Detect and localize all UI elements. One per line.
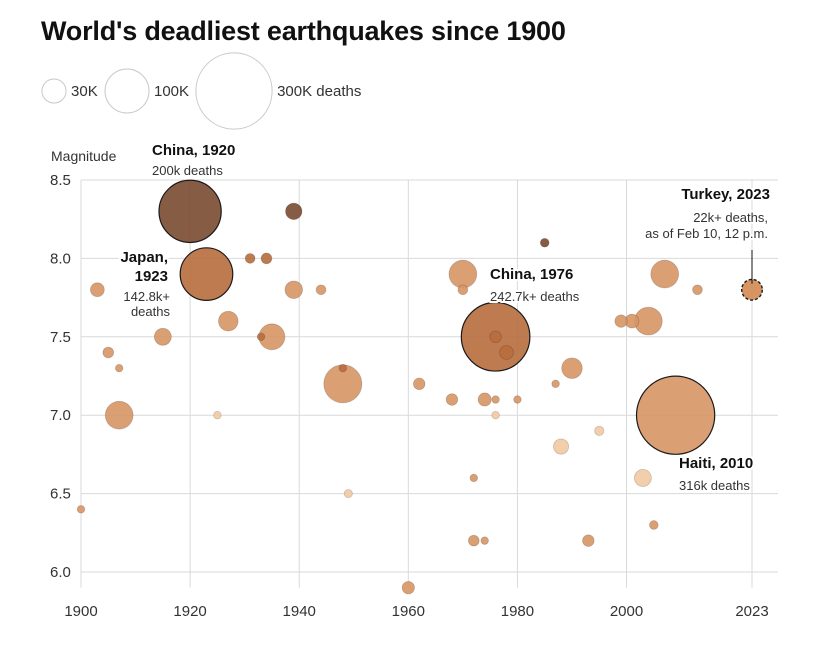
grid [80,179,778,588]
data-point [343,489,353,499]
data-point [285,202,303,220]
data-point [491,410,500,420]
x-tick-label: 2023 [735,603,768,620]
data-point [445,393,459,406]
annotation-detail: 142.8k+ [123,289,170,304]
legend-label: 300K deaths [277,83,361,100]
x-tick-label: 1980 [501,603,534,620]
data-point [692,284,703,296]
data-point [491,395,500,404]
y-tick-label: 8.0 [50,250,71,267]
data-point [499,345,514,360]
data-point [635,375,716,455]
annotation-title: China, 1976 [490,266,573,283]
data-point [315,284,327,296]
data-point [401,581,415,595]
x-tick-label: 1940 [283,603,316,620]
data-point [457,284,469,296]
annotation-title: 1923 [135,268,168,285]
data-point [582,534,595,547]
annotation-detail: 22k+ deaths, [693,210,768,225]
data-point [448,259,478,289]
annotation-detail: 316k deaths [679,478,750,493]
y-tick-label: 6.5 [50,486,71,503]
data-point [256,332,266,342]
data-point [413,377,426,391]
annotation-detail: 242.7k+ deaths [490,289,580,304]
legend-label: 100K [154,83,189,100]
data-point [539,237,550,248]
data-point [513,395,522,404]
x-tick-label: 1900 [64,603,97,620]
data-point [467,534,480,547]
data-point [477,392,492,407]
y-tick-label: 7.0 [50,407,71,424]
annotations: China, 1920 200k deaths Japan, 1923 142.8k+d… [118,140,772,495]
annotation-title: China, 1920 [152,142,235,159]
data-point [284,280,303,299]
data-point [104,400,134,430]
bubbles [76,179,764,595]
data-point [90,282,105,298]
data-point [260,252,273,265]
annotation-detail: 200k deaths [152,163,223,178]
data-point [650,259,680,289]
data-point [158,179,222,244]
annotation-title: Haiti, 2010 [679,455,753,472]
data-point [614,314,628,328]
legend-circle-300k [195,52,273,130]
y-tick-label: 7.5 [50,329,71,346]
legend-circle-30k [41,78,67,104]
data-point [594,425,605,436]
x-tick-label: 1960 [392,603,425,620]
annotation-title: Turkey, 2023 [681,186,770,203]
data-point [338,363,348,373]
size-legend: 30K 100K 300K deaths [41,52,361,130]
y-axis-label: Magnitude [51,148,117,164]
data-point [551,379,560,389]
data-point [489,330,502,344]
y-tick-label: 8.5 [50,172,71,189]
x-tick-label: 1920 [173,603,206,620]
data-point [102,346,115,359]
data-point [649,520,659,530]
axes: 6.0 6.5 7.0 7.5 8.0 8.5 1900 1920 1940 1960 1980 20… [50,148,769,620]
chart-title: World's deadliest earthquakes since 1900 [41,16,566,46]
data-point [153,327,172,346]
data-point [480,536,489,545]
data-point [244,253,256,264]
data-point [218,310,239,332]
annotation-detail: as of Feb 10, 12 p.m. [645,226,768,241]
x-tick-label: 2000 [610,603,643,620]
legend-label: 30K [71,83,98,100]
data-point [740,278,764,301]
data-point [76,505,86,514]
annotation-title: Japan, [120,249,168,266]
y-tick-label: 6.0 [50,564,71,581]
data-point [633,469,652,487]
data-point [553,438,570,455]
legend-circle-100k [104,68,150,114]
data-point [114,363,124,373]
annotation-detail: deaths [131,304,171,319]
data-point [179,247,234,301]
data-point [561,357,583,379]
data-point [213,410,222,420]
data-point [469,473,478,483]
